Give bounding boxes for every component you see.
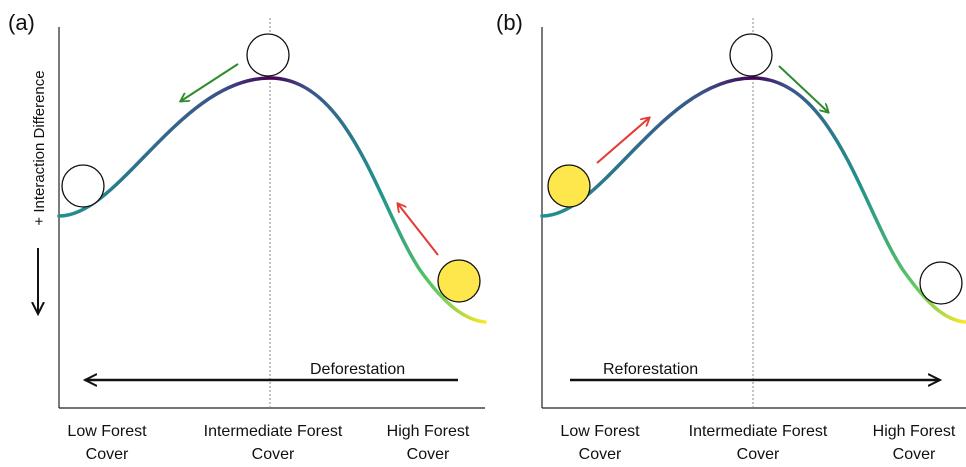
panel-b-tick-mid-line2: Cover bbox=[737, 446, 780, 463]
panel-b-landscape-curve bbox=[540, 76, 966, 324]
panel-a-green-arrow bbox=[181, 63, 239, 101]
panel-b-label: (b) bbox=[496, 10, 523, 35]
panel-a: (a) + Interaction Difference Deforestati… bbox=[8, 10, 487, 463]
panel-b-red-arrow bbox=[596, 118, 649, 164]
panel-a-landscape-curve bbox=[57, 76, 487, 324]
panel-b-tick-mid-line1: Intermediate Forest bbox=[689, 423, 828, 440]
panel-b-tick-low-line1: Low Forest bbox=[560, 423, 640, 440]
panel-a-red-arrow bbox=[398, 204, 439, 256]
panel-a-tick-mid-line2: Cover bbox=[252, 446, 295, 463]
panel-b-tick-high-line2: Cover bbox=[893, 446, 936, 463]
panel-b-tick-low-line2: Cover bbox=[579, 446, 622, 463]
panel-a-tick-low-line1: Low Forest bbox=[67, 423, 147, 440]
panel-a-tick-high-line2: Cover bbox=[407, 446, 450, 463]
panel-b-ball-high bbox=[919, 261, 963, 305]
panel-a-y-axis-label: + Interaction Difference bbox=[31, 70, 48, 225]
panel-b-green-arrow bbox=[778, 65, 828, 112]
panel-a-process-label: Deforestation bbox=[310, 361, 405, 378]
panel-b-process-label: Reforestation bbox=[603, 361, 698, 378]
panel-a-tick-mid-line1: Intermediate Forest bbox=[204, 423, 343, 440]
panel-a-ball-peak bbox=[246, 33, 290, 77]
panel-a-label: (a) bbox=[8, 10, 35, 35]
panel-b: (b) Reforestation Low Forest Cover Inter… bbox=[496, 10, 966, 463]
panel-a-tick-high-line1: High Forest bbox=[387, 423, 470, 440]
panel-a-tick-low-line2: Cover bbox=[86, 446, 129, 463]
panel-a-ball-high bbox=[437, 259, 481, 303]
panel-b-tick-high-line1: High Forest bbox=[873, 423, 956, 440]
panel-b-ball-low bbox=[547, 164, 591, 208]
panel-b-ball-peak bbox=[729, 33, 773, 77]
panel-a-ball-low bbox=[61, 164, 105, 208]
